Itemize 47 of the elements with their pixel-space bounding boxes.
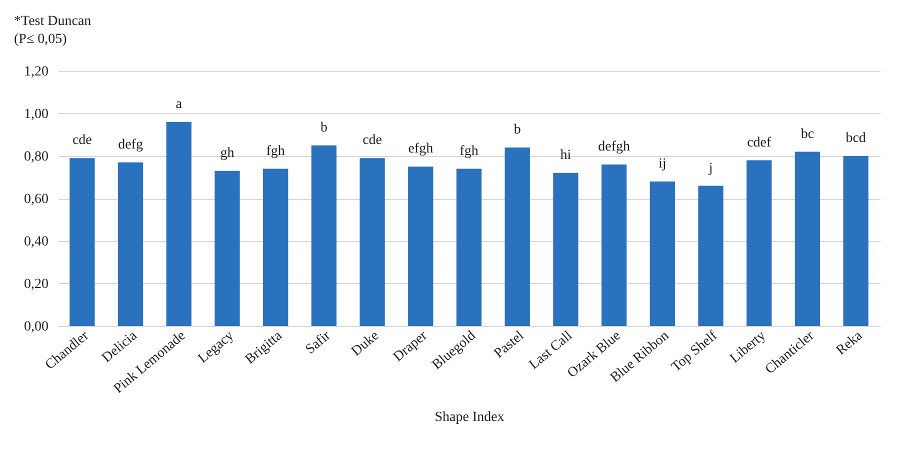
text: *Test Duncan (14, 14, 92, 29)
bar (504, 148, 530, 326)
y-tick-label: 0,60 (24, 192, 48, 207)
text: (P≤ 0,05) (14, 32, 68, 47)
bar (214, 170, 240, 326)
x-tick-label: Reka (834, 328, 866, 358)
bar (360, 158, 385, 326)
data-label: defgh (598, 140, 630, 154)
bar (263, 168, 288, 326)
bar (601, 164, 627, 326)
bar (650, 182, 675, 326)
y-tick-label: 0,80 (24, 150, 48, 164)
data-label: gh (220, 146, 234, 161)
bar (553, 173, 578, 326)
bar (794, 152, 820, 326)
x-tick-label: Duke (349, 328, 382, 360)
data-label: cde (72, 133, 92, 148)
data-label: hi (560, 148, 572, 163)
y-tick-label: 1,00 (24, 107, 48, 122)
y-tick-label: 1,20 (24, 64, 48, 80)
data-label: cde (362, 133, 382, 148)
bar (118, 162, 144, 326)
bar (698, 186, 724, 326)
data-label: b (320, 120, 328, 136)
bar (166, 122, 192, 326)
y-tick-label: 0,20 (24, 277, 48, 292)
bar (456, 168, 482, 326)
data-label: defg (118, 137, 143, 152)
x-tick-label: Safir (303, 328, 334, 358)
data-label: a (176, 97, 183, 112)
data-label: efgh (408, 142, 434, 157)
data-label: fgh (460, 144, 478, 159)
y-tick-label: 0,00 (24, 320, 48, 334)
data-label: fgh (266, 144, 285, 159)
data-label: b (514, 122, 521, 138)
bar (746, 160, 772, 326)
bar (70, 158, 95, 326)
data-label: ij (658, 156, 666, 172)
data-label: cdef (747, 135, 772, 150)
data-label: bc (800, 126, 814, 142)
x-axis-title: Shape Index (434, 410, 504, 425)
bar (408, 166, 434, 326)
data-label: j (708, 160, 713, 176)
data-label: bcd (846, 131, 866, 146)
y-tick-label: 0,40 (24, 234, 48, 250)
bar (843, 156, 868, 326)
bar (311, 145, 337, 326)
